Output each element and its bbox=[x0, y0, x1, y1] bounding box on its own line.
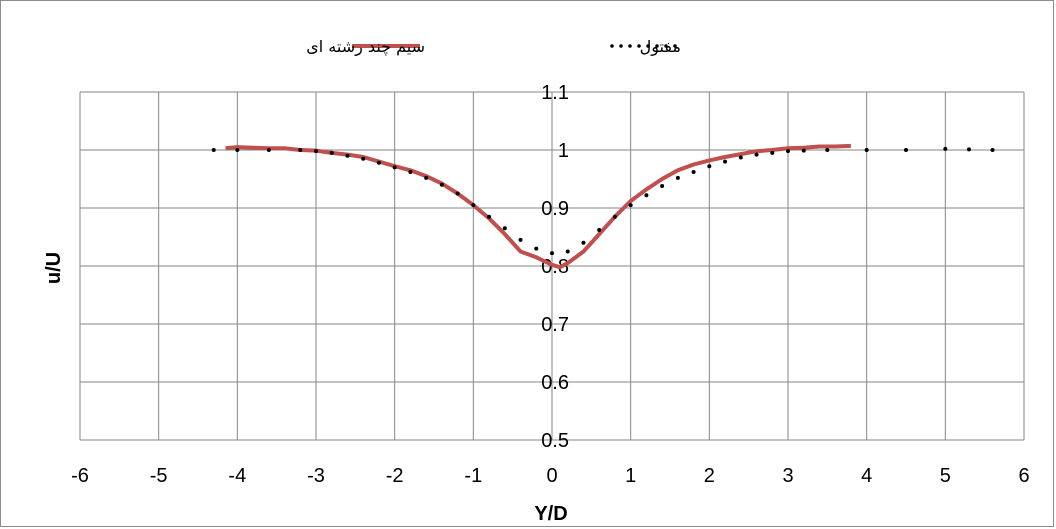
x-tick-label: 6 bbox=[1018, 465, 1029, 487]
series-2-point bbox=[235, 148, 240, 152]
series-2-point bbox=[904, 148, 908, 152]
series-2-point bbox=[298, 148, 303, 152]
series-2-point bbox=[660, 183, 665, 188]
series-2-point bbox=[723, 159, 728, 164]
series-1-line bbox=[225, 143, 851, 270]
x-tick-label: 5 bbox=[940, 465, 951, 487]
x-tick-label: 3 bbox=[782, 465, 793, 487]
series-layer bbox=[211, 143, 995, 270]
y-tick-label: 0.7 bbox=[541, 314, 569, 336]
series-2-point bbox=[628, 203, 633, 208]
series-2-point bbox=[392, 165, 397, 170]
series-2-point bbox=[518, 237, 523, 242]
y-tick-labels: 0.50.60.70.80.911.1 bbox=[541, 82, 569, 452]
x-axis-title: Y/D bbox=[534, 503, 567, 525]
x-tick-label: -5 bbox=[150, 465, 168, 487]
series-2-point bbox=[550, 251, 554, 256]
x-tick-label: 0 bbox=[546, 465, 557, 487]
series-2-point bbox=[754, 152, 759, 157]
x-tick-label: 4 bbox=[861, 465, 872, 487]
series-2-point bbox=[329, 150, 334, 155]
series-2-point bbox=[801, 148, 806, 153]
series-2-point bbox=[565, 249, 570, 254]
series-2-point bbox=[990, 148, 995, 152]
y-tick-label: 1 bbox=[558, 140, 569, 162]
series-2-point bbox=[770, 150, 775, 155]
series-2-point bbox=[612, 214, 617, 219]
x-tick-label: -2 bbox=[386, 465, 404, 487]
series-2-point bbox=[534, 246, 539, 251]
series-2-point bbox=[738, 155, 743, 160]
x-tick-labels: -6 -5 -4 -3 -2 -1 0 1 2 3 4 5 6 bbox=[71, 465, 1029, 487]
y-tick-label: 0.6 bbox=[541, 372, 569, 394]
series-2-point bbox=[707, 164, 712, 169]
series-2-point bbox=[786, 149, 790, 154]
series-2-point bbox=[211, 148, 216, 152]
series-2-point bbox=[675, 175, 680, 180]
legend-label-series-2: مفتول bbox=[640, 37, 681, 57]
series-2-point bbox=[345, 153, 350, 158]
series-2-point bbox=[864, 148, 869, 152]
x-tick-label: -3 bbox=[307, 465, 325, 487]
x-tick-label: -4 bbox=[228, 465, 246, 487]
x-tick-label: 1 bbox=[625, 465, 636, 487]
series-2-point bbox=[487, 214, 492, 219]
series-2-point bbox=[266, 148, 271, 152]
series-2-point bbox=[471, 203, 476, 208]
series-2-point bbox=[314, 149, 318, 154]
series-2-point bbox=[439, 182, 444, 187]
x-tick-label: -1 bbox=[464, 465, 482, 487]
y-tick-label: 1.1 bbox=[541, 82, 569, 104]
series-2-point bbox=[597, 228, 602, 233]
series-2-point bbox=[376, 160, 381, 165]
legend-label-series-1: سیم چند رشته ای bbox=[306, 37, 425, 57]
series-2-point bbox=[581, 240, 586, 245]
series-2-point bbox=[966, 147, 971, 152]
series-2-point bbox=[408, 170, 413, 175]
series-2-point bbox=[361, 156, 366, 161]
series-2-point bbox=[644, 193, 649, 198]
series-2-point bbox=[825, 148, 830, 152]
y-tick-label: 0.9 bbox=[541, 198, 569, 220]
series-2-point bbox=[455, 191, 460, 196]
x-tick-label: 2 bbox=[704, 465, 715, 487]
series-2-point bbox=[691, 170, 696, 175]
y-tick-label: 0.5 bbox=[541, 430, 569, 452]
series-2-point bbox=[424, 175, 429, 180]
x-tick-label: -6 bbox=[71, 465, 89, 487]
series-2-point bbox=[943, 146, 948, 151]
y-axis-title: u/U bbox=[43, 252, 65, 284]
series-2-point bbox=[502, 226, 507, 231]
legend: سیم چند رشته ای مفتول bbox=[306, 37, 681, 57]
